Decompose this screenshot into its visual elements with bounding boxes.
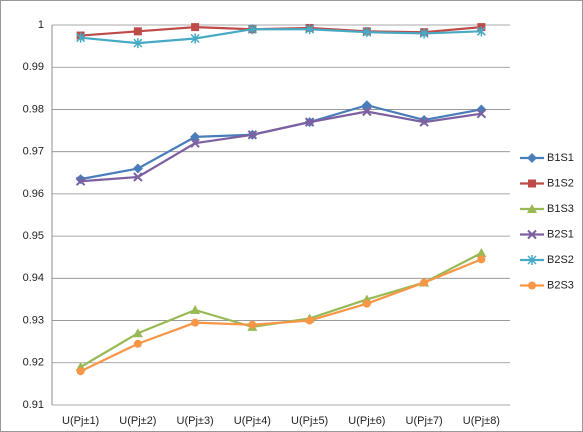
x-tick-label: U(Pj±5)	[291, 415, 328, 427]
marker	[420, 279, 428, 287]
marker	[248, 321, 256, 329]
legend-label: B2S1	[547, 228, 574, 240]
marker	[528, 282, 536, 290]
y-tick-label: 0.92	[23, 357, 44, 369]
x-tick-label: U(Pj±2)	[119, 415, 156, 427]
y-tick-label: 0.95	[23, 230, 44, 242]
marker	[363, 300, 371, 308]
chart: 0.91 0.92 0.93 0.94 0.95 0.96 0.97 0.98 0.99 1 U(P…	[0, 0, 583, 432]
y-tick-label: 1	[38, 19, 44, 31]
x-tick-label: U(Pj±6)	[348, 415, 385, 427]
marker	[191, 23, 199, 31]
y-tick-label: 0.98	[23, 103, 44, 115]
y-tick-label: 0.99	[23, 61, 44, 73]
legend-label: B2S3	[547, 279, 574, 291]
marker	[134, 340, 142, 348]
marker	[77, 367, 85, 375]
y-tick-label: 0.91	[23, 399, 44, 411]
marker	[191, 319, 199, 327]
marker	[477, 255, 485, 263]
marker	[134, 27, 142, 35]
legend-label: B1S1	[547, 152, 574, 164]
x-tick-label: U(Pj±8)	[463, 415, 500, 427]
legend-label: B1S2	[547, 177, 574, 189]
x-tick-label: U(Pj±4)	[234, 415, 271, 427]
x-tick-label: U(Pj±7)	[406, 415, 443, 427]
y-tick-label: 0.93	[23, 314, 44, 326]
y-tick-label: 0.97	[23, 146, 44, 158]
marker	[306, 317, 314, 325]
legend-label: B2S2	[547, 254, 574, 266]
legend-label: B1S3	[547, 203, 574, 215]
x-tick-label: U(Pj±3)	[177, 415, 214, 427]
y-tick-label: 0.94	[23, 272, 44, 284]
x-tick-label: U(Pj±1)	[62, 415, 99, 427]
marker	[528, 180, 536, 188]
y-tick-label: 0.96	[23, 188, 44, 200]
